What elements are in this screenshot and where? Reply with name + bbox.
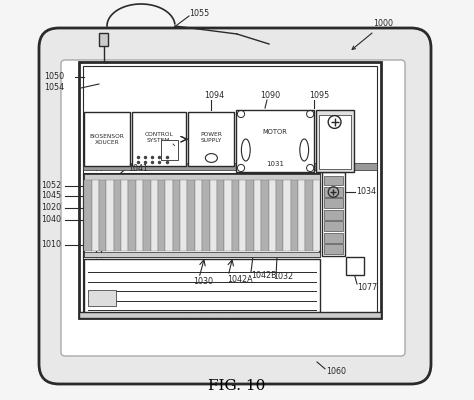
Text: 1032: 1032 [273,272,293,281]
Bar [322,172,345,256]
Text: 1077: 1077 [357,283,377,292]
Bar [128,180,136,251]
Bar [291,180,298,251]
Bar [346,257,364,275]
Ellipse shape [205,154,218,162]
Bar [319,115,351,169]
Bar [276,180,283,251]
Bar [324,221,343,231]
Bar [143,180,151,251]
Text: 1052: 1052 [41,182,61,190]
Bar [83,66,377,314]
Text: 1010: 1010 [41,240,61,249]
Bar [165,180,173,251]
Text: FIG. 10: FIG. 10 [208,379,266,393]
Bar [217,180,224,251]
Text: 1090: 1090 [260,92,280,100]
Text: 1045: 1045 [41,192,61,200]
Text: 1094: 1094 [204,92,224,100]
Bar [324,244,343,254]
Bar [210,180,217,251]
Text: 1055: 1055 [189,10,209,18]
Bar [151,180,158,251]
Bar [195,180,202,251]
Bar [324,198,343,208]
Bar [106,180,114,251]
Bar [188,112,234,166]
Ellipse shape [300,139,309,161]
Text: MOTOR: MOTOR [263,129,287,135]
Bar [99,180,106,251]
Bar [84,252,320,257]
Bar [161,140,178,160]
Bar [99,33,108,46]
Bar [313,180,320,251]
Text: 1040: 1040 [41,216,61,224]
Text: 1050: 1050 [44,72,64,81]
Bar [173,180,180,251]
Text: XDUCER: XDUCER [95,140,119,144]
Bar [261,180,269,251]
Bar [324,233,343,242]
Text: 1054: 1054 [44,84,64,92]
Bar [84,180,91,251]
Bar [132,112,186,166]
Text: 1042B: 1042B [251,271,277,280]
Text: 1041: 1041 [128,164,148,173]
Bar [202,180,210,251]
Bar [136,180,143,251]
Text: SUPPLY: SUPPLY [201,138,222,143]
Text: BIOSENSOR: BIOSENSOR [90,134,125,138]
Text: CONTROL: CONTROL [145,132,173,136]
Bar [114,180,121,251]
Text: 1031: 1031 [266,161,284,167]
Bar [83,163,377,170]
Bar [84,259,320,314]
Bar [79,62,381,318]
Text: POWER: POWER [200,132,222,136]
Bar [187,180,195,251]
Text: 1020: 1020 [41,204,61,212]
Bar [158,180,165,251]
Text: SYSTEM: SYSTEM [147,138,171,143]
Bar [316,110,354,172]
Bar [84,112,130,166]
Text: 1060: 1060 [326,368,346,376]
Bar [239,180,246,251]
Bar [84,174,320,180]
Bar [246,180,254,251]
FancyBboxPatch shape [39,28,431,384]
Bar [180,180,187,251]
Ellipse shape [241,139,250,161]
Bar [254,180,261,251]
Bar [324,176,343,186]
Bar [236,110,314,172]
Bar [88,290,116,306]
Text: 1000: 1000 [352,20,393,50]
Bar [269,180,276,251]
Bar [324,210,343,220]
Bar [324,187,343,197]
Text: 1042A: 1042A [228,276,253,284]
Text: 1030: 1030 [193,278,213,286]
Bar [283,180,291,251]
FancyBboxPatch shape [61,60,405,356]
Bar [232,180,239,251]
Bar [305,180,313,251]
Bar [121,180,128,251]
Bar [84,174,320,257]
Bar [91,180,99,251]
Text: 1034: 1034 [356,188,376,196]
Bar [298,180,305,251]
Bar [224,180,232,251]
Bar [79,312,381,318]
Text: 1095: 1095 [309,92,329,100]
